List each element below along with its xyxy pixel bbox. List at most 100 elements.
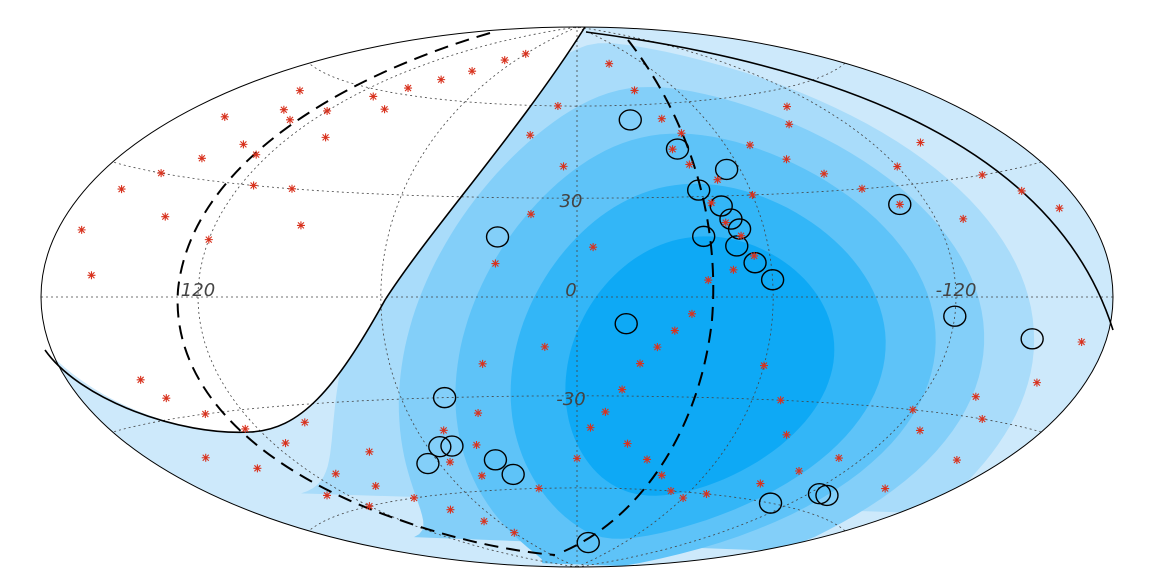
event bbox=[893, 162, 902, 171]
source-circle bbox=[1020, 328, 1044, 350]
source-circle bbox=[614, 312, 638, 335]
event bbox=[713, 175, 722, 184]
event bbox=[281, 439, 290, 448]
event bbox=[618, 385, 627, 394]
event bbox=[704, 276, 713, 285]
source-circle bbox=[727, 218, 752, 240]
event bbox=[795, 466, 804, 475]
source-circle bbox=[432, 386, 457, 409]
event bbox=[685, 160, 694, 169]
event bbox=[404, 84, 413, 93]
event bbox=[239, 140, 248, 149]
event bbox=[220, 112, 229, 121]
source-circle bbox=[485, 226, 510, 248]
source-circle bbox=[440, 435, 464, 457]
event bbox=[729, 265, 738, 274]
event bbox=[323, 106, 332, 115]
event bbox=[526, 210, 535, 219]
source-circle bbox=[483, 449, 508, 471]
event bbox=[162, 394, 171, 403]
grid-label: 120 bbox=[181, 280, 215, 301]
event bbox=[253, 464, 262, 473]
event bbox=[204, 235, 213, 244]
event bbox=[323, 491, 332, 500]
source-circle bbox=[714, 158, 739, 181]
parallel bbox=[308, 62, 846, 107]
event bbox=[657, 471, 666, 480]
event bbox=[601, 407, 610, 416]
event bbox=[589, 243, 598, 252]
event bbox=[952, 456, 961, 465]
event bbox=[677, 129, 686, 138]
event bbox=[437, 75, 446, 84]
source-circle bbox=[709, 195, 733, 217]
event bbox=[474, 409, 483, 418]
event bbox=[895, 200, 904, 209]
event bbox=[721, 218, 730, 227]
event bbox=[380, 105, 389, 114]
event bbox=[679, 494, 688, 503]
source-circle bbox=[725, 235, 749, 257]
event bbox=[446, 458, 455, 467]
event bbox=[750, 251, 759, 260]
grid-label: 30 bbox=[560, 191, 583, 212]
event bbox=[540, 342, 549, 351]
event bbox=[117, 185, 126, 194]
event bbox=[252, 150, 261, 159]
source-circle bbox=[618, 109, 642, 131]
event bbox=[605, 59, 614, 68]
source-circle bbox=[743, 252, 767, 274]
event bbox=[295, 86, 304, 95]
event bbox=[858, 184, 867, 193]
event bbox=[446, 505, 455, 514]
event bbox=[776, 396, 785, 405]
event bbox=[534, 484, 543, 493]
event bbox=[526, 131, 535, 140]
event bbox=[477, 471, 486, 480]
source-circle bbox=[815, 484, 839, 507]
event bbox=[87, 271, 96, 280]
event bbox=[707, 198, 716, 207]
parallel bbox=[308, 487, 846, 532]
graticule bbox=[41, 26, 1113, 568]
event bbox=[643, 455, 652, 464]
event bbox=[197, 154, 206, 163]
event bbox=[782, 102, 791, 111]
exposure-edge bbox=[585, 31, 1114, 331]
event bbox=[834, 454, 843, 463]
event bbox=[468, 67, 477, 76]
source-circle bbox=[416, 452, 440, 475]
event bbox=[636, 359, 645, 368]
event bbox=[287, 184, 296, 193]
galactic-plane bbox=[559, 39, 715, 554]
event bbox=[369, 92, 378, 101]
event bbox=[959, 214, 968, 223]
event bbox=[521, 49, 530, 58]
event bbox=[286, 115, 295, 124]
event bbox=[510, 528, 519, 537]
event bbox=[136, 375, 145, 384]
event bbox=[759, 361, 768, 370]
event bbox=[249, 181, 258, 190]
event bbox=[491, 259, 500, 268]
event bbox=[687, 309, 696, 318]
source-circle bbox=[691, 225, 716, 248]
event bbox=[1032, 378, 1041, 387]
event bbox=[971, 392, 980, 401]
event bbox=[201, 453, 210, 462]
event bbox=[978, 170, 987, 179]
event bbox=[782, 155, 791, 164]
event bbox=[161, 212, 170, 221]
event bbox=[296, 221, 305, 230]
event bbox=[670, 326, 679, 335]
source-circle bbox=[888, 193, 912, 216]
event bbox=[756, 479, 765, 488]
event bbox=[785, 120, 794, 129]
source-circle bbox=[758, 492, 783, 514]
event bbox=[623, 439, 632, 448]
source-circle bbox=[686, 179, 711, 201]
event bbox=[653, 343, 662, 352]
event bbox=[668, 145, 677, 154]
event bbox=[480, 517, 489, 526]
